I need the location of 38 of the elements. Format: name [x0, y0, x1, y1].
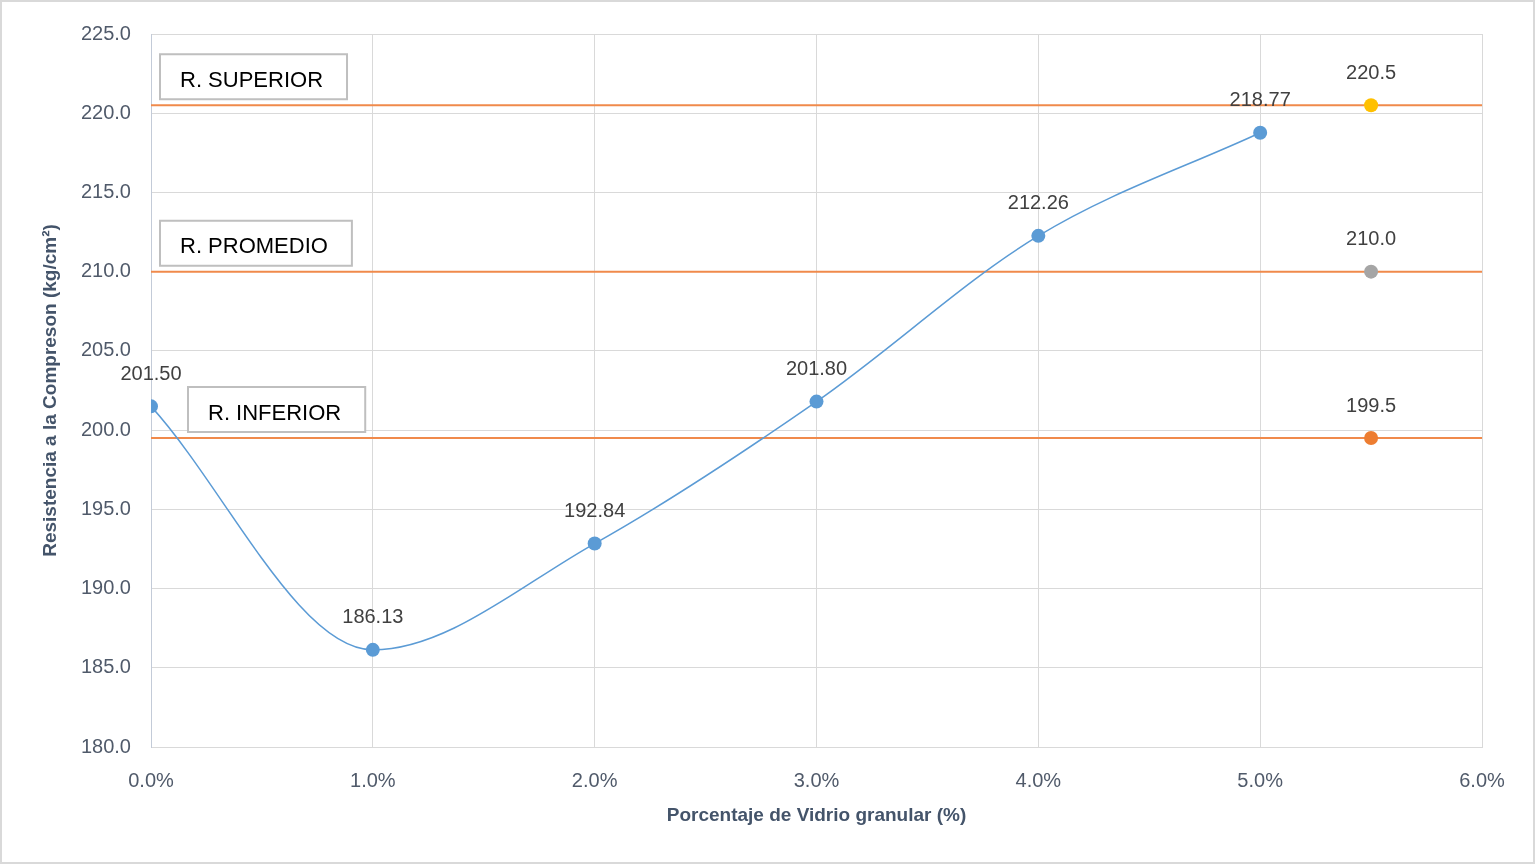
y-tick-label: 180.0 — [80, 734, 131, 757]
point — [587, 536, 602, 551]
y-tick-label: 200.0 — [80, 417, 131, 440]
x-tick-label: 0.0% — [128, 768, 175, 791]
point — [1364, 98, 1379, 113]
y-tick-label: 220.0 — [80, 100, 131, 123]
x-tick-label: 5.0% — [1237, 768, 1284, 791]
y-tick-label: 210.0 — [80, 259, 131, 282]
x-tick-label: 1.0% — [350, 768, 396, 791]
x-tick-label: 4.0% — [1015, 768, 1062, 791]
x-tick-label: 6.0% — [1459, 768, 1506, 791]
y-tick-label: 185.0 — [80, 655, 131, 678]
data-label: 186.13 — [342, 605, 404, 628]
y-tick-label: 215.0 — [80, 179, 131, 202]
y-tick-label: 205.0 — [80, 338, 131, 361]
point — [1364, 431, 1379, 446]
data-label: 212.26 — [1007, 191, 1069, 214]
data-label: 192.84 — [564, 499, 626, 522]
data-label: 220.5 — [1346, 60, 1397, 83]
data-label: 201.80 — [785, 357, 848, 380]
y-tick-label: 190.0 — [80, 576, 131, 599]
y-tick-label: 225.0 — [80, 21, 131, 44]
point — [809, 394, 824, 409]
ref-line-label: R. INFERIOR — [208, 399, 342, 425]
point — [1031, 228, 1046, 243]
x-axis-title: Porcentaje de Vidrio granular (%) — [666, 803, 967, 825]
data-label: 210.0 — [1346, 227, 1397, 250]
point — [365, 642, 380, 657]
x-tick-label: 2.0% — [571, 768, 618, 791]
data-label: 201.50 — [120, 361, 182, 384]
y-tick-label: 195.0 — [80, 496, 131, 519]
point — [1253, 125, 1268, 140]
ref-line-label: R. SUPERIOR — [180, 66, 324, 92]
data-label: 199.5 — [1346, 393, 1397, 416]
x-tick-label: 3.0% — [793, 768, 840, 791]
point — [1364, 264, 1379, 279]
ref-line-label: R. PROMEDIO — [180, 233, 328, 259]
y-axis-title: Resistencia a la Compreson (kg/cm²) — [38, 224, 60, 557]
